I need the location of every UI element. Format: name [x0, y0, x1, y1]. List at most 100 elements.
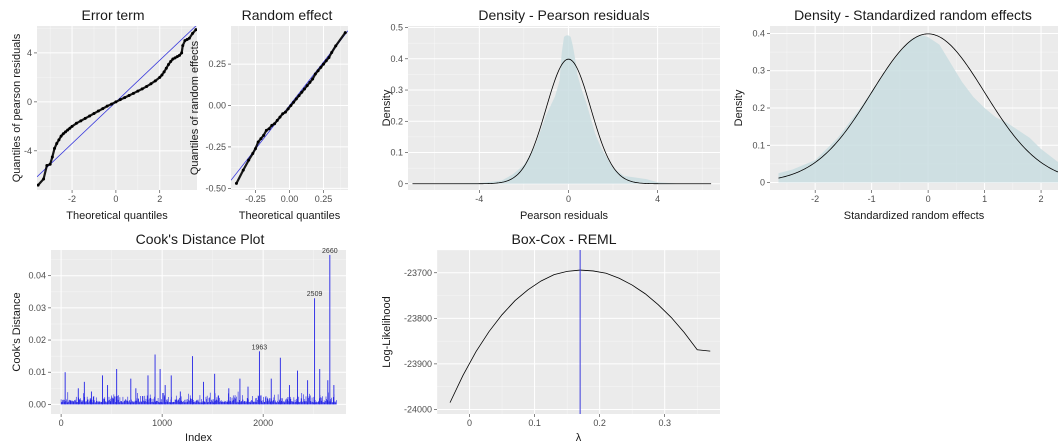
x-tick-label: 0.25 [315, 194, 333, 204]
x-tick-label: 2 [157, 194, 162, 204]
y-tick-label: 0.4 [752, 28, 765, 38]
panel-background [51, 250, 346, 414]
y-axis-ticks: -0.50 -0.25 0.00 0.25 [205, 59, 231, 193]
y-tick-label: 0.2 [390, 116, 403, 126]
x-axis-ticks: -4 0 4 [475, 190, 660, 204]
y-tick-label: 0.4 [390, 54, 403, 64]
outlier-label: 2660 [322, 248, 338, 255]
y-axis-ticks: 0 0.1 0.2 0.3 0.4 0.5 [390, 23, 408, 189]
y-tick-label: -4 [24, 146, 32, 156]
x-tick-label: 2000 [253, 418, 273, 428]
x-axis-ticks: -2 -1 0 1 2 [811, 190, 1044, 204]
x-tick-label: 1000 [152, 418, 172, 428]
point-band [191, 28, 197, 35]
gridlines [231, 26, 348, 190]
x-axis-ticks: -2 0 2 [68, 190, 162, 204]
y-tick-label: -24000 [404, 404, 432, 414]
x-tick-label: 0 [113, 194, 118, 204]
y-tick-label: 0.3 [752, 66, 765, 76]
y-tick-label: 0.25 [208, 59, 226, 69]
x-tick-label: 4 [655, 194, 660, 204]
x-tick-label: 0.2 [593, 418, 606, 428]
x-axis-label: Standardized random effects [844, 210, 985, 222]
chart-title: Density - Pearson residuals [478, 7, 649, 23]
y-tick-label: -23700 [404, 268, 432, 278]
chart-title: Density - Standardized random effects [794, 7, 1032, 23]
y-axis-ticks: 0 0.1 0.2 0.3 0.4 [752, 28, 770, 188]
x-axis-label: Pearson residuals [520, 210, 609, 222]
x-tick-label: 0.3 [658, 418, 671, 428]
chart-title: Error term [82, 7, 145, 23]
y-axis-label: Log-Likelihood [381, 296, 393, 368]
point-band [49, 155, 54, 166]
empirical-density-area [778, 35, 1058, 183]
y-axis-label: Quantiles of pearson residuals [11, 33, 23, 182]
chart-title: Box-Cox - REML [511, 231, 616, 247]
plot-area [449, 250, 711, 414]
panel-background [37, 26, 197, 190]
outlier-label: 1963 [252, 344, 268, 351]
x-tick-label: -4 [475, 194, 483, 204]
x-tick-label: -2 [68, 194, 76, 204]
empirical-density-area [412, 35, 714, 184]
y-tick-label: 0.02 [28, 335, 46, 345]
point-band [37, 177, 45, 187]
y-tick-label: 0 [398, 179, 403, 189]
y-axis-label: Density [381, 89, 393, 126]
point-band [334, 31, 347, 47]
y-tick-label: 0.3 [390, 85, 403, 95]
point-band [51, 147, 56, 159]
panel-background [437, 250, 720, 414]
point-band [242, 159, 250, 172]
x-tick-label: 0 [59, 418, 64, 428]
plot-area [778, 33, 1058, 183]
y-tick-label: 4 [27, 48, 32, 58]
y-axis-label: Quantiles of random effects [189, 40, 201, 175]
point-band [247, 152, 254, 162]
point-band [254, 140, 260, 150]
x-axis-ticks: 0 1000 2000 [59, 414, 273, 428]
y-axis-ticks: -24000 -23900 -23800 -23700 [404, 268, 437, 414]
y-tick-label: 0.5 [390, 23, 403, 33]
x-axis-ticks: 0 0.1 0.2 0.3 [467, 414, 671, 428]
y-axis-ticks: -4 0 4 [24, 48, 37, 156]
y-axis-label: Density [733, 89, 745, 126]
y-tick-label: -23800 [404, 313, 432, 323]
y-tick-label: 0 [27, 97, 32, 107]
normal-density-curve [778, 33, 1058, 179]
plot-area [37, 26, 197, 187]
y-tick-label: 0 [760, 178, 765, 188]
x-tick-label: 1 [982, 194, 987, 204]
outlier-label: 2509 [307, 291, 323, 298]
x-tick-label: -2 [811, 194, 819, 204]
y-tick-label: 0.01 [28, 367, 46, 377]
x-tick-label: 0.00 [281, 194, 299, 204]
y-tick-label: 0.1 [752, 140, 765, 150]
panel-dens_random: -2 -1 0 1 2 0 0.1 0.2 0.3 0.4 Density - Standardiz… [733, 7, 1058, 222]
y-tick-label: -0.50 [205, 183, 226, 193]
plot-area [60, 254, 337, 405]
chart-title: Cook's Distance Plot [136, 231, 265, 247]
y-tick-label: 0.2 [752, 103, 765, 113]
gridlines [436, 249, 720, 414]
panel-qq_error: -2 0 2 -4 0 4 Error term Theoretical quantiles Q… [11, 7, 197, 222]
y-tick-label: 0.1 [390, 148, 403, 158]
x-axis-label: Theoretical quantiles [239, 210, 341, 222]
chart-title: Random effect [242, 7, 333, 23]
y-axis-label: Cook's Distance [11, 292, 23, 371]
x-tick-label: 0 [467, 418, 472, 428]
plot-area [412, 35, 714, 185]
point-band [42, 164, 48, 181]
x-axis-label: Index [185, 432, 212, 444]
x-tick-label: 0.1 [528, 418, 541, 428]
x-tick-label: -0.25 [245, 194, 266, 204]
x-axis-label: Theoretical quantiles [66, 210, 168, 222]
y-tick-label: 0.00 [28, 399, 46, 409]
gridlines [51, 250, 346, 414]
plot-area [231, 30, 348, 185]
point-band [180, 44, 184, 55]
y-tick-label: 0.04 [28, 271, 46, 281]
normal-density-curve [412, 58, 712, 185]
